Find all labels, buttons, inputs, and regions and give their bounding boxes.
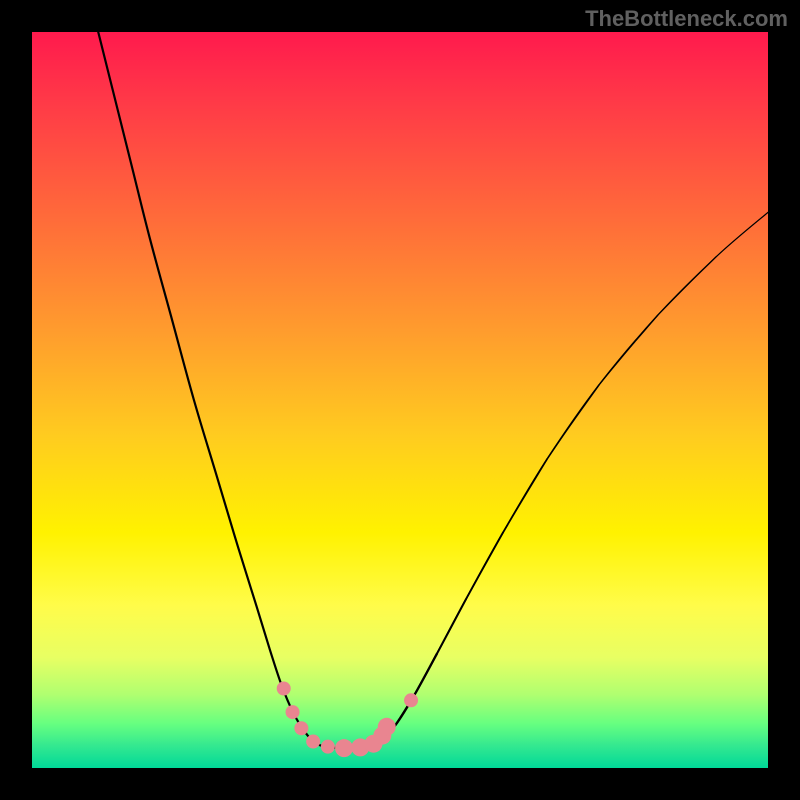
- valley-marker: [294, 721, 308, 735]
- valley-marker: [404, 693, 418, 707]
- plot-svg: [32, 32, 768, 768]
- valley-marker: [306, 735, 320, 749]
- valley-marker: [378, 718, 396, 736]
- chart-frame: TheBottleneck.com: [0, 0, 800, 800]
- gradient-background: [32, 32, 768, 768]
- valley-marker: [335, 739, 353, 757]
- valley-marker: [286, 705, 300, 719]
- plot-area: [32, 32, 768, 768]
- valley-marker: [321, 740, 335, 754]
- watermark-text: TheBottleneck.com: [585, 6, 788, 32]
- valley-marker: [277, 682, 291, 696]
